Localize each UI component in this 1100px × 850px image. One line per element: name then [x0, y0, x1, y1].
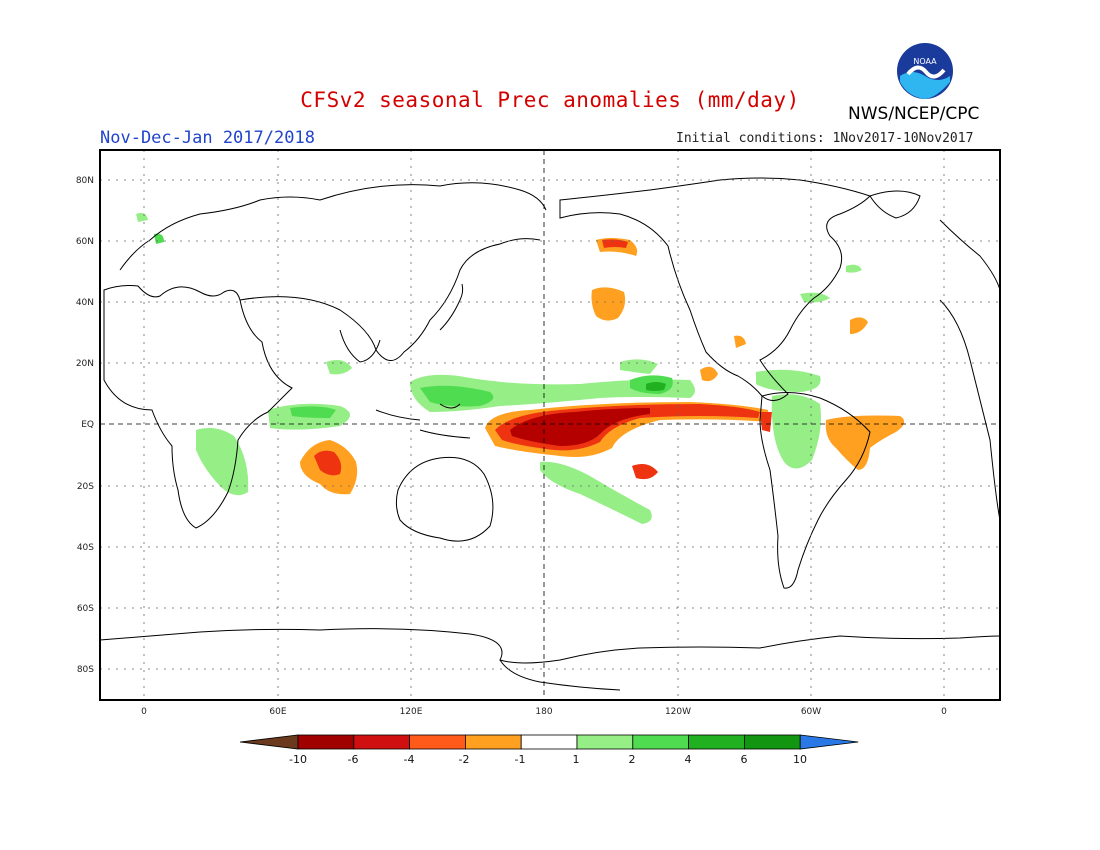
- lat-label: 40N: [76, 298, 94, 308]
- anom-indian-red: [314, 450, 342, 476]
- asia-north-outline: [319, 182, 547, 211]
- anom-amazon-lightgreen: [771, 394, 821, 469]
- organization-label: NWS/NCEP/CPC: [848, 104, 980, 124]
- anom-wpac-green: [420, 385, 494, 407]
- lat-labels: 80N 60N 40N 20N EQ 20S 40S 60S 80S: [76, 176, 94, 675]
- anom-gulf-orange: [734, 335, 746, 348]
- anom-pacific-east-patch: [632, 464, 658, 480]
- lon-label: 180: [535, 707, 552, 717]
- lon-label: 0: [941, 707, 947, 717]
- japan-outline: [439, 283, 464, 331]
- antarctica-outline: [99, 628, 1001, 664]
- anom-cpac-darkgreen: [646, 382, 666, 391]
- lon-label: 120E: [400, 707, 423, 717]
- africa-outline: [103, 285, 293, 529]
- anom-europe-green: [154, 233, 164, 244]
- africa-wrap-outline: [939, 299, 1001, 521]
- lon-labels: 0 60E 120E 180 120W 60W 0: [141, 707, 947, 717]
- anom-natlantic-orange: [850, 317, 868, 334]
- anomaly-fields: [136, 212, 905, 524]
- graticule: [100, 150, 1000, 700]
- australia-outline: [395, 456, 494, 542]
- anom-io-green: [290, 406, 336, 418]
- north-america-outline: [559, 177, 871, 401]
- lon-label: 0: [141, 707, 147, 717]
- lat-label: 60N: [76, 237, 94, 247]
- anom-alaska-red: [602, 239, 628, 248]
- anom-asia-lightgreen: [326, 360, 352, 375]
- europe-outline: [119, 196, 321, 271]
- anom-nfld-lightgreen: [846, 264, 862, 273]
- initial-conditions-label: Initial conditions: 1Nov2017-10Nov2017: [676, 131, 974, 146]
- lat-label: 40S: [77, 543, 94, 553]
- anom-spcz-lightgreen: [540, 461, 652, 524]
- south-america-outline: [759, 392, 871, 589]
- lon-label: 60W: [801, 707, 821, 717]
- anom-colombia-red: [760, 412, 772, 432]
- anom-pacific-darkred: [510, 408, 650, 446]
- anom-africa-lightgreen: [196, 428, 249, 496]
- lat-label: 20N: [76, 359, 94, 369]
- reference-lines: [100, 150, 1000, 700]
- chart-title: CFSv2 seasonal Prec anomalies (mm/day): [300, 88, 800, 112]
- asia-outline: [239, 238, 541, 361]
- anom-europe-lightgreen-1: [136, 212, 148, 222]
- map-frame-border: [99, 149, 1001, 701]
- logo-text: NOAA: [913, 57, 937, 66]
- anom-atlantic-orange: [825, 415, 905, 470]
- lon-label: 120W: [665, 707, 691, 717]
- anom-caribbean-lightgreen: [756, 369, 821, 392]
- noaa-logo: NOAA: [897, 43, 953, 99]
- lat-label: 80N: [76, 176, 94, 186]
- anom-npac-orange: [591, 287, 626, 321]
- anom-mexico-orange: [700, 366, 718, 382]
- lat-label: EQ: [81, 420, 94, 430]
- season-label: Nov-Dec-Jan 2017/2018: [100, 128, 315, 148]
- lat-label: 20S: [77, 482, 94, 492]
- greenland-outline: [869, 190, 921, 219]
- lat-label: 80S: [77, 665, 94, 675]
- europe-wrap-outline: [939, 219, 1001, 291]
- india-outline: [339, 329, 381, 363]
- indonesia-outline: [375, 403, 471, 439]
- lat-label: 60S: [77, 604, 94, 614]
- lon-label: 60E: [269, 707, 286, 717]
- coastlines: [99, 177, 1001, 691]
